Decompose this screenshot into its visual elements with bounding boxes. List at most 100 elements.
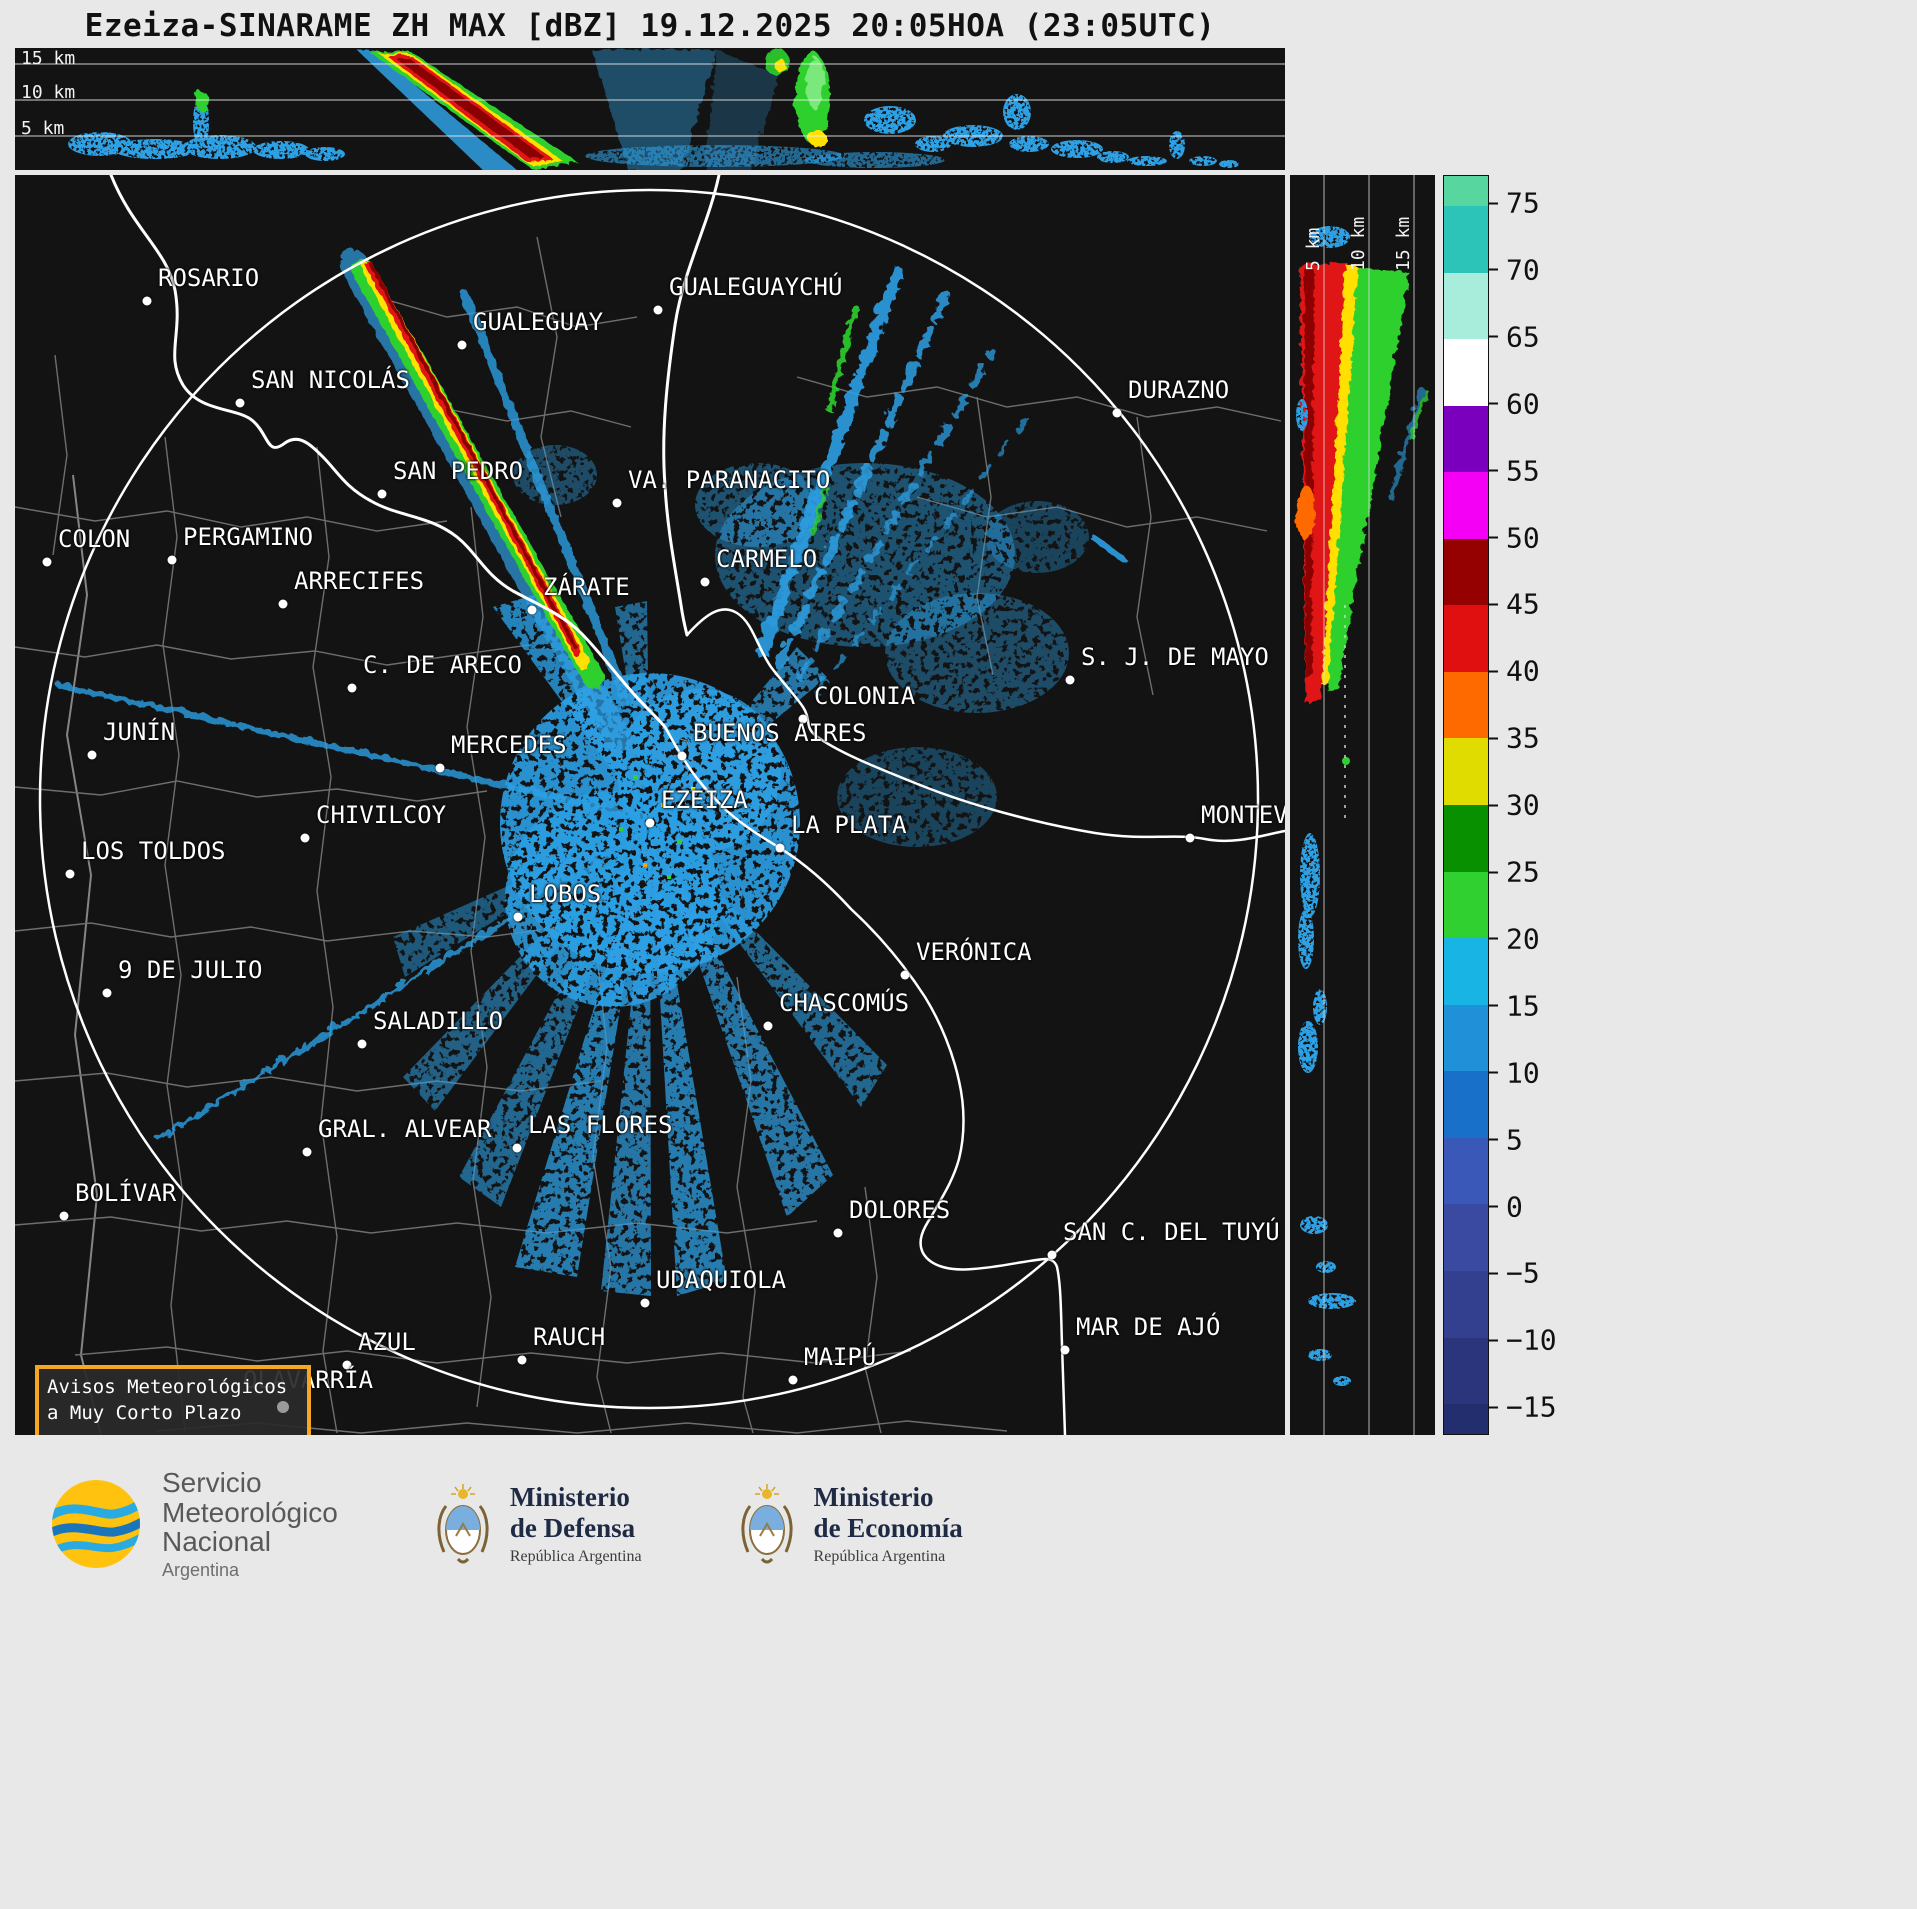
ministry-line: de Economía (813, 1512, 963, 1543)
city-label: ARRECIFES (294, 567, 425, 595)
right-cross-section-panel: 5 km 10 km 15 km (1290, 175, 1435, 1435)
altitude-label: 10 km (21, 82, 76, 103)
coat-of-arms-icon (741, 1484, 793, 1564)
city-dot (700, 577, 710, 587)
rivers-coastlines (109, 175, 1285, 1435)
city-dot (167, 555, 177, 565)
city-label: LA PLATA (791, 811, 907, 839)
city-dot (278, 599, 288, 609)
city-dot (377, 489, 387, 499)
city-dot (833, 1228, 843, 1238)
colorbar-segment (1444, 405, 1488, 473)
city-label: LOBOS (529, 880, 602, 908)
colorbar-segment (1444, 205, 1488, 273)
right-profile-echoes (1295, 175, 1428, 1435)
colorbar-tick: −15 (1489, 1391, 1557, 1424)
city-dot (653, 305, 663, 315)
city-dot (788, 1375, 798, 1385)
city-dot (42, 557, 52, 567)
smn-line: Nacional (162, 1526, 271, 1558)
colorbar-tick: 30 (1489, 789, 1540, 822)
colorbar-tick: 0 (1489, 1190, 1523, 1223)
colorbar-segment (1444, 272, 1488, 340)
center-clutter (619, 775, 695, 879)
city-label: COLONIA (814, 682, 916, 710)
colorbar-tick: 40 (1489, 655, 1540, 688)
city-label: SALADILLO (373, 1007, 504, 1035)
city-label: BOLÍVAR (75, 1179, 177, 1207)
altitude-label: 15 km (1393, 216, 1414, 271)
altitude-gridlines (1323, 175, 1415, 1435)
colorbar-tick: 65 (1489, 320, 1540, 353)
colorbar-tick: 25 (1489, 856, 1540, 889)
colorbar-segment (1444, 1137, 1488, 1205)
right-profile-canvas (1295, 175, 1428, 1435)
city-dot (59, 1211, 69, 1221)
city-dot (512, 1143, 522, 1153)
ministry-economia-wordmark: Ministerio de Economía República Argenti… (814, 1482, 963, 1565)
city-label: RAUCH (533, 1323, 606, 1351)
city-dot (763, 1021, 773, 1031)
city-dot (347, 683, 357, 693)
city-dot (1185, 833, 1195, 843)
ministry-economia-brand: Ministerio de Economía República Argenti… (738, 1482, 963, 1566)
colorbar-tick: 10 (1489, 1056, 1540, 1089)
city-dot (435, 763, 445, 773)
city-label: DOLORES (849, 1196, 951, 1224)
city-label: S. J. DE MAYO (1081, 643, 1269, 671)
city-dot (342, 1360, 352, 1370)
city-label: GUALEGUAY (473, 308, 604, 336)
altitude-label: 5 km (1303, 227, 1324, 271)
city-dot (1047, 1250, 1057, 1260)
smn-line: Servicio (162, 1467, 262, 1498)
city-dot (513, 912, 523, 922)
city-label: BUENOS AIRES (693, 719, 867, 747)
city-dot (640, 1298, 650, 1308)
city-label: LAS FLORES (528, 1111, 673, 1139)
city-label: UDAQUIOLA (656, 1266, 787, 1294)
city-dot (87, 750, 97, 760)
city-label: CHIVILCOY (316, 801, 447, 829)
city-dot (517, 1355, 527, 1365)
top-profile-echoes (15, 48, 1285, 170)
smn-wordmark: Servicio Meteorológico Nacional Argentin… (162, 1468, 338, 1580)
city-label: VERÓNICA (916, 938, 1032, 966)
city-dot (235, 398, 245, 408)
ministry-sub: República Argentina (813, 1547, 946, 1565)
city-label: SAN NICOLÁS (251, 366, 410, 394)
top-profile-canvas (15, 48, 1285, 170)
colorbar-segment (1444, 1071, 1488, 1138)
city-dot (612, 498, 622, 508)
city-label: 9 DE JULIO (118, 956, 263, 984)
city-label: PERGAMINO (183, 523, 314, 551)
city-dot (65, 869, 75, 879)
colorbar-tick: 50 (1489, 521, 1540, 554)
smn-country: Argentina (162, 1560, 240, 1581)
city-label: LOS TOLDOS (81, 837, 226, 865)
colorbar-tick: 55 (1489, 454, 1540, 487)
smn-logo-icon (52, 1480, 140, 1569)
colorbar-tick: 20 (1489, 922, 1540, 955)
city-label: AZUL (358, 1328, 416, 1356)
range-ring (38, 188, 1260, 1410)
city-label: COLON (58, 525, 131, 553)
colorbar-segment (1444, 805, 1488, 872)
city-label: EZEIZA (661, 786, 748, 814)
altitude-label: 5 km (21, 118, 65, 139)
colorbar-tick: 45 (1489, 588, 1540, 621)
colorbar-segment (1444, 472, 1488, 539)
radar-map-panel: ROSARIO GUALEGUAYCHÚ GUALEGUAY SAN NICOL… (15, 175, 1285, 1435)
footer: Servicio Meteorológico Nacional Argentin… (48, 1468, 963, 1580)
colorbar-tick: −10 (1489, 1324, 1557, 1357)
colorbar-segment (1444, 538, 1488, 606)
alert-status-dot (277, 1401, 289, 1413)
colorbar-segment (1444, 1404, 1488, 1435)
colorbar-tick: 70 (1489, 253, 1540, 286)
city-label: VA. PARANACITO (628, 466, 831, 494)
colorbar-gradient (1443, 175, 1489, 1435)
colorbar-ticks: 75 70 65 60 55 50 45 40 35 30 25 20 15 10 5 0 −5 −10 −15 (1489, 175, 1609, 1435)
alert-line-1: Avisos Meteorológicos (47, 1376, 288, 1398)
city-label: DURAZNO (1128, 376, 1230, 404)
ministry-line: Ministerio (813, 1482, 934, 1513)
